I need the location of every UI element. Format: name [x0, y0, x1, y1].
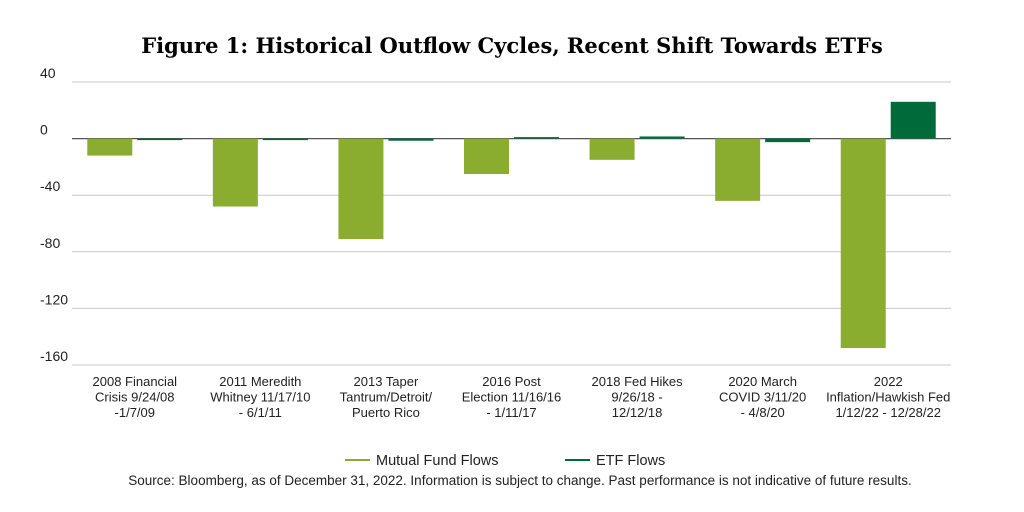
x-category-label: 2018 Fed Hikes — [592, 374, 684, 389]
x-category-label: -1/7/09 — [115, 405, 155, 420]
bars — [87, 101, 936, 349]
bar-etf — [388, 138, 434, 141]
x-category-label: 2022 — [874, 374, 903, 389]
bar-mutual-fund — [840, 138, 886, 349]
x-category-label: 9/26/18 - — [611, 390, 662, 405]
chart-title: Figure 1: Historical Outflow Cycles, Rec… — [141, 33, 883, 58]
x-category-label: - 1/11/17 — [486, 405, 536, 420]
y-tick-label: -80 — [40, 235, 60, 251]
bar-mutual-fund — [212, 138, 258, 207]
legend: Mutual Fund Flows ETF Flows — [345, 453, 665, 469]
x-category-label: - 4/8/20 — [741, 405, 785, 420]
x-category-label: 1/12/22 - 12/28/22 — [835, 405, 941, 420]
y-tick-label: -120 — [40, 291, 68, 307]
bar-etf — [137, 138, 183, 141]
x-category-label: 2020 March — [728, 374, 797, 389]
bar-etf — [890, 101, 936, 139]
y-tick-label: 0 — [40, 122, 48, 138]
bar-mutual-fund — [464, 138, 509, 174]
x-category-label: 12/12/18 — [612, 405, 663, 420]
y-axis: 40 0 -40 -80 -120 -160 — [40, 65, 68, 364]
x-category-label: COVID 3/11/20 — [719, 390, 806, 405]
bar-etf — [639, 136, 685, 139]
bar-mutual-fund — [589, 138, 635, 160]
x-category-label: Election 11/16/16 — [462, 390, 562, 405]
bar-mutual-fund — [87, 138, 133, 156]
x-category-label: Tantrum/Detroit/ — [340, 390, 433, 405]
gridlines — [72, 81, 951, 366]
legend-label-mutual-fund: Mutual Fund Flows — [376, 453, 499, 469]
x-category-label: Crisis 9/24/08 — [95, 390, 174, 405]
x-category-label: 2013 Taper — [354, 374, 419, 389]
bar-etf — [262, 138, 308, 141]
x-category-label: Puerto Rico — [352, 405, 420, 420]
source-note: Source: Bloomberg, as of December 31, 20… — [128, 473, 911, 488]
legend-label-etf: ETF Flows — [596, 453, 665, 469]
y-tick-label: -160 — [40, 348, 68, 364]
x-category-label: - 6/1/11 — [239, 405, 282, 420]
y-tick-label: -40 — [40, 178, 60, 194]
bar-etf — [514, 137, 559, 139]
x-category-label: 2008 Financial — [93, 374, 178, 389]
bar-etf — [765, 138, 811, 143]
x-category-label: 2011 Meredith — [219, 374, 301, 389]
bar-mutual-fund — [338, 138, 384, 240]
y-tick-label: 40 — [40, 65, 56, 81]
bar-mutual-fund — [715, 138, 761, 201]
x-category-label: Whitney 11/17/10 — [210, 390, 310, 405]
x-category-label: Inflation/Hawkish Fed — [826, 390, 950, 405]
x-category-label: 2016 Post — [482, 374, 541, 389]
